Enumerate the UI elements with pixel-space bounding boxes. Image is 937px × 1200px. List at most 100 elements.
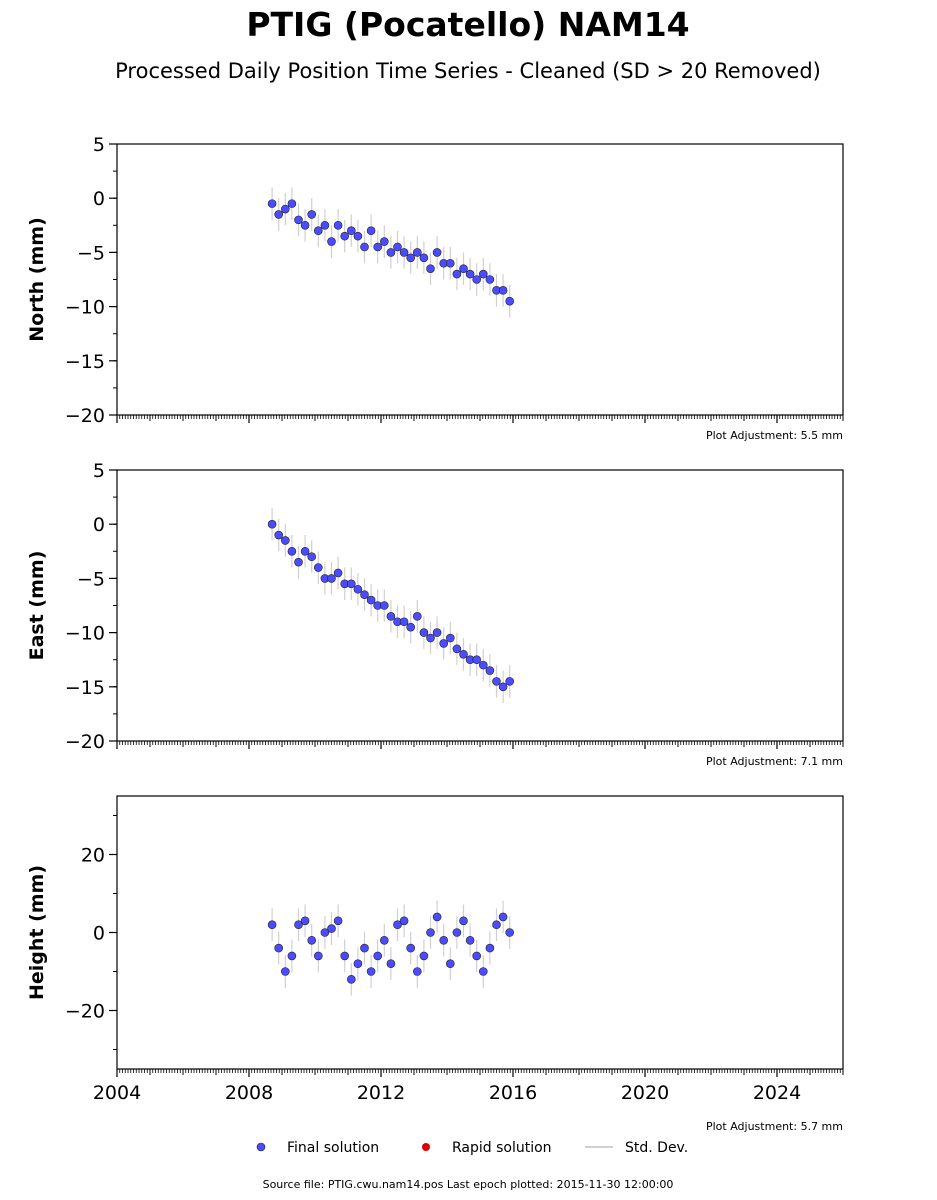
- north-data-point: [274, 210, 284, 219]
- east-y-tick-label: −20: [65, 731, 105, 753]
- legend-std-label: Std. Dev.: [625, 1140, 688, 1156]
- east-data-point: [294, 557, 303, 567]
- legend: Final solution Rapid solution Std. Dev.: [256, 1140, 688, 1156]
- east-data-point: [333, 568, 343, 578]
- height-data-point: [439, 935, 449, 945]
- north-data-point: [340, 231, 350, 241]
- east-data-point: [313, 563, 323, 572]
- north-y-tick-label: −10: [65, 297, 105, 319]
- height-data-point: [393, 920, 402, 930]
- north-data-point: [300, 221, 310, 230]
- north-data-point: [327, 237, 336, 246]
- east-data-point: [360, 590, 369, 599]
- north-data-point: [406, 253, 416, 263]
- north-y-tick-label: −5: [77, 242, 105, 264]
- chart-title: PTIG (Pocatello) NAM14: [246, 5, 689, 44]
- height-y-axis-label: Height (mm): [26, 865, 48, 1000]
- height-data-point: [498, 912, 508, 922]
- north-data-point: [465, 269, 475, 279]
- height-data-point: [274, 943, 284, 953]
- north-data-point: [267, 199, 277, 208]
- height-y-tick-label: 20: [81, 845, 105, 867]
- height-data-point: [406, 943, 416, 953]
- height-data-point: [267, 920, 277, 930]
- north-data-point: [485, 275, 495, 284]
- north-data-point: [294, 215, 303, 225]
- north-data-point: [353, 231, 363, 241]
- height-data-point: [366, 967, 376, 976]
- north-panel: 5 0 −5 −10 −15 −20 North (mm) Plot Adjustment: …: [26, 134, 844, 442]
- east-data-point: [399, 617, 409, 627]
- east-axes-frame: [116, 469, 844, 742]
- north-data-point: [346, 226, 356, 236]
- east-data-point: [498, 682, 508, 692]
- east-panel: 5 0 −5 −10 −15 −20 East (mm) Plot Adjustment: 7…: [26, 460, 844, 768]
- legend-rapid-label: Rapid solution: [452, 1140, 552, 1156]
- north-y-tick-label: 0: [93, 188, 105, 210]
- north-data-point: [386, 248, 396, 257]
- east-data-point: [346, 579, 356, 589]
- east-y-tick-label: 0: [93, 514, 105, 536]
- height-data-point: [485, 943, 495, 953]
- north-data-point: [505, 296, 515, 306]
- source-footer: Source file: PTIG.cwu.nam14.pos Last epo…: [263, 1178, 674, 1191]
- north-data-point: [478, 269, 488, 279]
- legend-rapid-marker: [422, 1143, 430, 1151]
- height-panel: 2004 2008 2012 2016 2020 2024 20 0 −20 Height (mm…: [26, 795, 844, 1133]
- east-data-point: [386, 612, 396, 621]
- north-data-point: [393, 242, 402, 252]
- east-y-tick-label: −10: [65, 623, 105, 645]
- height-x-tick-label: 2004: [93, 1082, 141, 1104]
- north-data-point: [472, 275, 482, 284]
- height-y-tick-label: 0: [93, 923, 105, 945]
- east-plot-adjustment: Plot Adjustment: 7.1 mm: [706, 755, 843, 768]
- east-data-point: [274, 530, 284, 540]
- height-data-point: [386, 959, 396, 969]
- east-data-point: [459, 649, 468, 659]
- east-data-point: [439, 639, 449, 648]
- height-data-point: [426, 928, 435, 937]
- height-x-tick-label: 2024: [753, 1082, 801, 1104]
- east-data-point: [379, 601, 389, 610]
- height-x-tick-label: 2020: [621, 1082, 669, 1104]
- height-data-point: [346, 974, 356, 984]
- east-data-point: [472, 655, 482, 665]
- east-y-axis-label: East (mm): [26, 551, 48, 661]
- north-data-point: [419, 253, 429, 263]
- east-data-point: [267, 519, 277, 529]
- height-data-point: [313, 951, 323, 961]
- north-y-tick-label: 5: [93, 134, 105, 156]
- height-data-point: [360, 943, 369, 953]
- north-data-point: [333, 221, 343, 230]
- height-data-point: [280, 967, 290, 976]
- east-data-point: [287, 546, 297, 556]
- north-y-tick-label: −15: [65, 351, 105, 373]
- height-data-point: [452, 928, 462, 937]
- east-data-point: [406, 622, 416, 632]
- height-data-point: [294, 920, 303, 930]
- east-data-point: [505, 677, 515, 686]
- height-data-point: [432, 912, 442, 922]
- north-data-point: [412, 248, 422, 257]
- height-data-point: [419, 951, 429, 961]
- height-data-point: [478, 967, 488, 976]
- height-data-point: [327, 924, 336, 933]
- north-data-point: [373, 242, 383, 252]
- height-plot-adjustment: Plot Adjustment: 5.7 mm: [706, 1120, 843, 1133]
- north-data-point: [313, 226, 323, 236]
- north-data-point: [399, 248, 409, 257]
- north-data-point: [360, 242, 369, 252]
- height-data-point: [333, 916, 343, 926]
- north-plot-adjustment: Plot Adjustment: 5.5 mm: [706, 429, 843, 442]
- height-data-point: [412, 967, 422, 976]
- north-data-point: [287, 199, 297, 208]
- north-data-point: [307, 210, 317, 219]
- east-data-point: [412, 612, 422, 621]
- height-y-tick-label: −20: [65, 1001, 105, 1023]
- height-data-point: [300, 916, 310, 926]
- east-data-point: [280, 536, 290, 545]
- east-data-point: [478, 660, 488, 670]
- legend-final-marker: [256, 1142, 266, 1152]
- north-y-tick-label: −20: [65, 405, 105, 427]
